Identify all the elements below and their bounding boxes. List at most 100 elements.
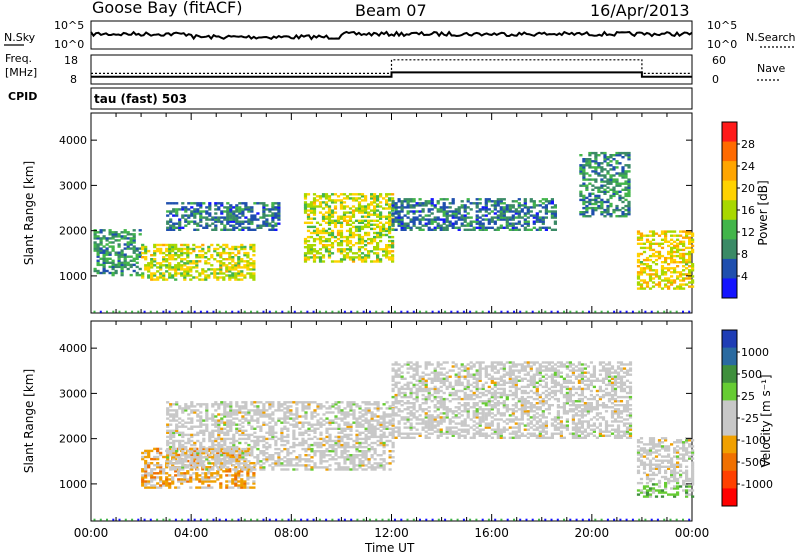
power-echo-cell xyxy=(673,287,677,290)
power-echo-cell xyxy=(496,214,500,217)
power-echo-cell xyxy=(174,274,178,277)
power-echo-cell xyxy=(180,260,184,263)
velocity-echo-cell xyxy=(439,422,443,425)
velocity-echo-cell xyxy=(427,432,431,435)
power-echo-cell xyxy=(205,226,209,229)
velocity-echo-cell xyxy=(319,443,323,447)
power-echo-cell xyxy=(189,266,193,269)
velocity-echo-cell xyxy=(433,426,437,429)
velocity-echo-cell xyxy=(301,407,305,410)
power-echo-cell xyxy=(606,208,610,212)
power-echo-cell xyxy=(138,229,142,232)
power-echo-cell xyxy=(219,276,223,279)
velocity-echo-cell xyxy=(166,435,170,439)
power-echo-cell xyxy=(367,250,371,253)
velocity-echo-cell xyxy=(301,415,305,418)
power-echo-cell xyxy=(229,208,233,211)
power-echo-cell xyxy=(412,198,416,201)
velocity-echo-cell xyxy=(340,413,344,416)
velocity-echo-cell xyxy=(370,429,374,432)
power-echo-cell xyxy=(129,273,133,277)
power-echo-cell xyxy=(676,287,680,290)
power-echo-cell xyxy=(685,252,689,256)
power-echo-cell xyxy=(682,254,686,258)
power-echo-cell xyxy=(178,224,182,227)
power-echo-cell xyxy=(391,193,395,196)
velocity-echo-cell xyxy=(442,432,446,435)
power-echo-cell xyxy=(600,204,604,208)
power-echo-cell xyxy=(165,264,169,267)
power-echo-cell xyxy=(129,239,133,242)
velocity-echo-cell xyxy=(400,365,404,368)
power-echo-cell xyxy=(651,238,656,241)
power-echo-cell xyxy=(451,202,455,205)
power-echo-cell xyxy=(691,263,695,266)
velocity-echo-cell xyxy=(207,455,211,459)
velocity-echo-cell xyxy=(343,447,347,451)
velocity-echo-cell xyxy=(286,415,290,418)
power-echo-cell xyxy=(96,253,100,256)
velocity-echo-cell xyxy=(409,375,413,378)
velocity-echo-cell xyxy=(439,367,443,370)
velocity-echo-cell xyxy=(355,468,359,471)
power-echo-cell xyxy=(262,210,266,213)
power-echo-cell xyxy=(184,224,188,227)
velocity-echo-cell xyxy=(418,418,422,421)
velocity-echo-cell xyxy=(205,423,209,426)
velocity-echo-cell xyxy=(379,429,383,432)
power-echo-cell xyxy=(156,249,160,253)
power-echo-cell xyxy=(150,258,154,261)
power-echo-cell xyxy=(345,244,350,247)
velocity-echo-cell xyxy=(214,401,218,404)
velocity-echo-cell xyxy=(180,478,184,481)
power-echo-cell xyxy=(249,258,253,261)
velocity-echo-cell xyxy=(150,449,154,453)
power-echo-cell xyxy=(216,278,220,281)
power-echo-cell xyxy=(364,233,368,237)
velocity-echo-cell xyxy=(328,421,332,424)
power-echo-cell xyxy=(202,226,206,229)
velocity-echo-cell xyxy=(355,441,359,445)
power-echo-cell xyxy=(364,215,368,218)
power-echo-cell xyxy=(624,154,628,157)
velocity-echo-cell xyxy=(232,445,236,449)
power-echo-cell xyxy=(615,180,619,183)
velocity-echo-cell xyxy=(310,415,314,418)
power-echo-cell xyxy=(597,164,601,167)
velocity-echo-cell xyxy=(325,439,329,443)
power-echo-cell xyxy=(682,252,686,256)
power-echo-cell xyxy=(256,226,260,229)
power-echo-cell xyxy=(333,239,338,243)
velocity-echo-cell xyxy=(220,445,224,449)
power-echo-cell xyxy=(436,226,440,229)
power-echo-cell xyxy=(621,211,625,214)
power-echo-cell xyxy=(231,272,235,275)
velocity-echo-cell xyxy=(427,426,431,429)
power-echo-cell xyxy=(412,210,416,213)
velocity-echo-cell xyxy=(349,405,353,408)
velocity-echo-cell xyxy=(286,421,290,424)
power-echo-cell xyxy=(475,218,479,221)
velocity-echo-cell xyxy=(355,419,359,422)
velocity-echo-cell xyxy=(337,464,341,467)
velocity-echo-cell xyxy=(232,413,236,416)
velocity-echo-cell xyxy=(298,421,302,424)
power-echo-cell xyxy=(391,250,395,253)
power-echo-cell xyxy=(345,197,350,200)
velocity-echo-cell xyxy=(153,484,157,487)
power-echo-cell xyxy=(544,206,548,209)
velocity-echo-cell xyxy=(172,409,176,412)
power-echo-cell xyxy=(639,236,644,239)
power-echo-cell xyxy=(463,218,467,221)
power-echo-cell xyxy=(135,253,139,256)
power-echo-cell xyxy=(619,310,622,313)
velocity-echo-cell xyxy=(277,437,281,441)
velocity-echo-cell xyxy=(225,474,229,477)
power-echo-cell xyxy=(277,214,281,217)
velocity-echo-cell xyxy=(204,486,208,489)
power-echo-cell xyxy=(342,197,347,200)
velocity-echo-cell xyxy=(235,454,239,457)
power-echo-cell xyxy=(691,285,695,288)
power-echo-cell xyxy=(385,199,389,202)
